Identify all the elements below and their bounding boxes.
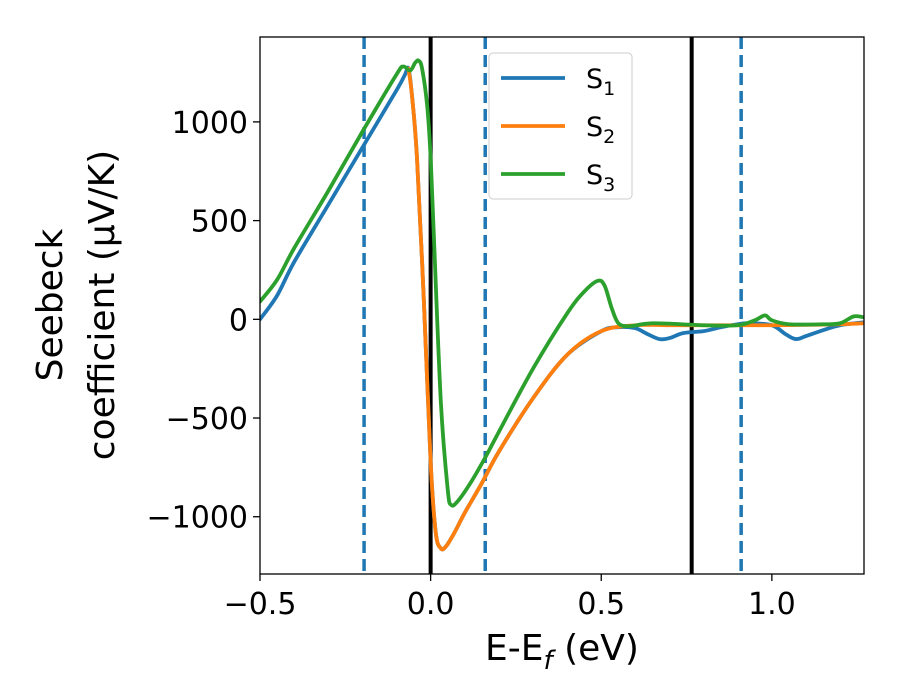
x-tick-label: −0.5 [224, 587, 297, 622]
y-axis-label: Seebeck coefficient (μV/K) [30, 150, 123, 460]
plot-frame [259, 36, 865, 575]
x-tick-label: 0.5 [577, 587, 625, 622]
y-tick-label: 500 [191, 205, 248, 240]
legend-label-S2: S2 [586, 112, 615, 148]
y-tick-label: 1000 [172, 106, 248, 141]
legend-label-S1: S1 [586, 64, 615, 100]
series-line-S3 [260, 58, 864, 508]
legend-label-S3: S3 [586, 160, 615, 196]
x-tick-label: 1.0 [748, 587, 796, 622]
y-tick-label: 0 [229, 303, 248, 338]
y-tick-label: −500 [166, 402, 248, 437]
series-lines [260, 58, 864, 552]
y-axis: −1000 −500 0 500 1000 [147, 106, 260, 536]
y-axis-label-line2: coefficient (μV/K) [82, 150, 123, 460]
x-tick-label: 0.0 [407, 587, 455, 622]
y-axis-label-line1: Seebeck [30, 228, 71, 381]
series-line-S2 [406, 66, 864, 552]
x-axis-label: E-Ef (eV) [485, 628, 639, 676]
legend: S1 S2 S3 [488, 52, 633, 200]
y-tick-label: −1000 [147, 501, 248, 536]
x-axis: −0.5 0.0 0.5 1.0 [224, 574, 796, 622]
